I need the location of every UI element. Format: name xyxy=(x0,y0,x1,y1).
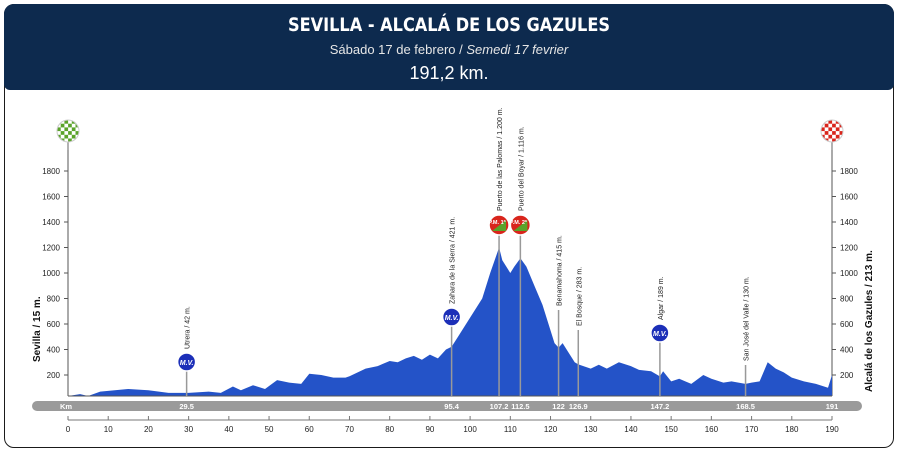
finish-label: Alcalá de los Gazules / 213 m. xyxy=(864,250,875,392)
date-es: Sábado 17 de febrero / xyxy=(329,42,463,57)
y-tick-label-right: 200 xyxy=(840,371,854,380)
y-tick-label-right: 1200 xyxy=(840,244,858,253)
x-tick-label: 80 xyxy=(385,425,394,434)
x-tick-label: 170 xyxy=(745,425,759,434)
km-bar-value: 107.2 xyxy=(490,402,509,411)
x-tick-label: 130 xyxy=(584,425,598,434)
y-tick-label-right: 1800 xyxy=(840,167,858,176)
km-bar-value: 29.5 xyxy=(179,402,194,411)
mv-sprint-icon xyxy=(176,352,197,372)
x-tick-label: 100 xyxy=(463,425,477,434)
x-tick-label: 70 xyxy=(345,425,354,434)
x-tick-label: 120 xyxy=(544,425,558,434)
y-tick-label-right: 1600 xyxy=(840,193,858,202)
start-label: Sevilla / 15 m. xyxy=(32,296,43,362)
y-tick-label-right: 1000 xyxy=(840,269,858,278)
x-tick-label: 160 xyxy=(705,425,719,434)
x-tick-label: 140 xyxy=(624,425,638,434)
x-tick-label: 40 xyxy=(224,425,233,434)
x-tick-label: 110 xyxy=(504,425,517,434)
x-tick-label: 10 xyxy=(104,425,113,434)
y-tick-label-right: 800 xyxy=(840,295,854,304)
mv-badge-text: M.V. xyxy=(653,331,667,338)
finish-flag-icon xyxy=(820,119,844,143)
x-tick-label: 190 xyxy=(825,425,839,434)
waypoint-label: Zahara de la Sierra / 421 m. xyxy=(450,217,457,304)
km-bar-value: 112.5 xyxy=(511,402,529,411)
km-bar-value: 191 xyxy=(826,402,839,411)
stage-header: SEVILLA - ALCALÁ DE LOS GAZULES Sábado 1… xyxy=(4,4,894,90)
x-tick-label: 150 xyxy=(664,425,678,434)
y-tick-label-left: 200 xyxy=(47,371,61,380)
waypoint-label: San José del Valle / 130 m. xyxy=(744,276,751,361)
km-bar-value: 95.4 xyxy=(444,402,459,411)
elevation-profile xyxy=(68,247,832,396)
waypoint-label: Benamahoma / 415 m. xyxy=(557,235,564,306)
waypoint-label: Algar / 189 m. xyxy=(658,276,665,320)
km-bar-value: 122 xyxy=(552,402,565,411)
x-tick-label: 0 xyxy=(66,425,71,434)
mv-badge-text: M.V. xyxy=(445,315,459,322)
km-bar xyxy=(32,401,862,411)
pm-badge-text: P.M. 2ª xyxy=(510,219,528,226)
mountain-slope-icon xyxy=(513,220,528,231)
y-tick-label-right: 400 xyxy=(840,346,854,355)
x-tick-label: 20 xyxy=(144,425,153,434)
km-bar-value: 126.9 xyxy=(569,402,588,411)
mv-sprint-icon xyxy=(650,323,670,343)
y-tick-label-left: 1800 xyxy=(42,167,60,176)
mv-sprint-icon xyxy=(441,307,462,327)
x-tick-label: 30 xyxy=(184,425,193,434)
waypoint-label: Puerto de las Palomas / 1.200 m. xyxy=(497,107,504,211)
mv-badge-text: M.V. xyxy=(180,360,194,367)
x-tick-label: 60 xyxy=(305,425,314,434)
stage-distance: 191,2 km. xyxy=(409,63,489,83)
km-bar-label: Km xyxy=(60,402,72,411)
y-tick-label-right: 600 xyxy=(840,320,854,329)
x-tick-label: 180 xyxy=(785,425,799,434)
x-tick-label: 50 xyxy=(265,425,274,434)
y-tick-label-left: 1600 xyxy=(42,193,60,202)
pm-badge-text: P.M. 1ª xyxy=(488,219,506,226)
waypoint-label: Puerto del Boyar / 1.116 m. xyxy=(518,126,525,211)
km-bar-value: 168.5 xyxy=(736,402,755,411)
km-bar-value: 147.2 xyxy=(651,402,670,411)
y-tick-label-left: 600 xyxy=(47,320,61,329)
y-tick-label-left: 1000 xyxy=(42,269,60,278)
mountain-slope-icon xyxy=(492,220,507,231)
y-tick-label-right: 1400 xyxy=(840,218,858,227)
y-tick-label-left: 800 xyxy=(47,295,61,304)
date-fr: Semedi 17 fevrier xyxy=(466,42,569,57)
stage-date: Sábado 17 de febrero / Semedi 17 fevrier xyxy=(4,42,894,57)
waypoint-label: Utrera / 42 m. xyxy=(185,306,192,349)
start-flag-icon xyxy=(56,119,80,143)
x-tick-label: 90 xyxy=(425,425,434,434)
y-tick-label-left: 400 xyxy=(47,346,61,355)
y-tick-label-left: 1200 xyxy=(42,244,60,253)
y-tick-label-left: 1400 xyxy=(42,218,60,227)
waypoint-label: El Bosque / 283 m. xyxy=(576,267,583,326)
stage-title: SEVILLA - ALCALÁ DE LOS GAZULES xyxy=(287,14,611,36)
